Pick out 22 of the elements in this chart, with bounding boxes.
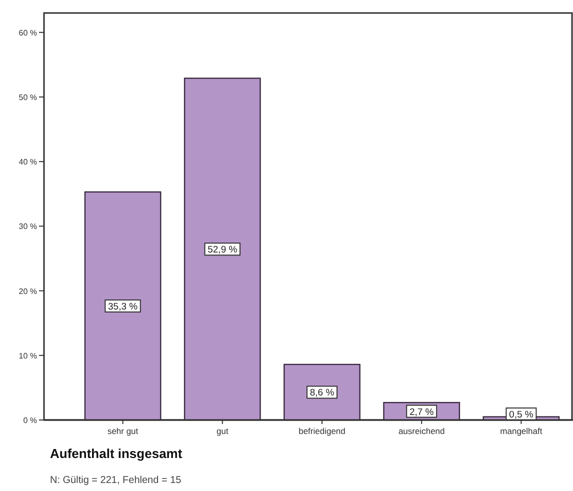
y-tick-label: 60 % [18, 28, 37, 38]
data-label: 8,6 % [310, 388, 335, 399]
x-tick-label: gut [216, 426, 229, 436]
y-tick-label: 0 % [23, 416, 37, 425]
y-tick-label: 50 % [18, 92, 37, 102]
y-tick-label: 10 % [18, 351, 37, 360]
data-label: 0,5 % [509, 410, 534, 420]
bar [84, 191, 162, 421]
bar [184, 78, 261, 421]
bar [284, 364, 360, 421]
x-tick-label: befriedigend [298, 426, 346, 436]
text: N: Gültig = 221, Fehlend = 15 [50, 475, 182, 486]
x-tick-label: sehr gut [107, 426, 139, 436]
x-tick-label: ausreichend [398, 426, 446, 436]
x-tick-label: mangelhaft [500, 426, 543, 436]
data-label: 52,9 % [208, 244, 238, 256]
x-axis-title: Aufenthalt insgesamt [50, 446, 183, 461]
y-tick-label: 40 % [18, 158, 37, 167]
y-tick-label: 20 % [18, 286, 37, 296]
data-label: 35,3 % [108, 301, 138, 312]
y-tick-label: 30 % [18, 222, 37, 232]
data-label: 2,7 % [409, 406, 434, 418]
